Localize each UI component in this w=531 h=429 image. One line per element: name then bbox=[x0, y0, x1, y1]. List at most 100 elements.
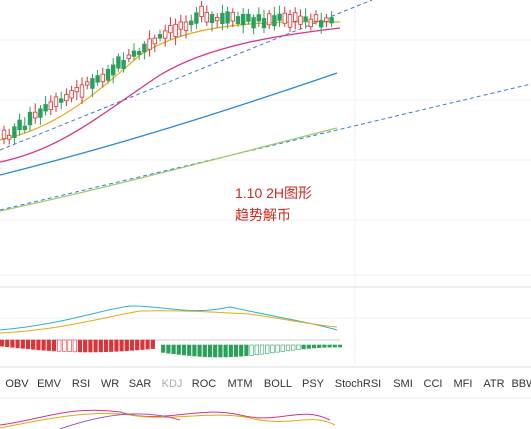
histogram-bar bbox=[62, 339, 67, 352]
indicator-tab[interactable]: BBW bbox=[511, 378, 531, 390]
candle bbox=[90, 78, 95, 89]
candle bbox=[74, 87, 79, 93]
ma-line bbox=[0, 127, 338, 212]
histogram-bar bbox=[103, 339, 109, 353]
candle bbox=[324, 17, 329, 22]
histogram-bar bbox=[265, 344, 270, 354]
indicator-tab[interactable]: SAR bbox=[129, 378, 152, 390]
candle bbox=[126, 54, 131, 59]
histogram-bar bbox=[213, 344, 218, 358]
histogram-bar bbox=[239, 344, 244, 357]
histogram-bar bbox=[197, 344, 202, 357]
histogram-bar bbox=[119, 339, 124, 352]
histogram-bar bbox=[20, 339, 25, 349]
candle bbox=[183, 21, 189, 31]
histogram-bar bbox=[176, 344, 181, 355]
histogram-bar bbox=[259, 344, 265, 355]
candle bbox=[105, 69, 111, 81]
histogram-bar bbox=[124, 339, 129, 352]
histogram-bar bbox=[98, 339, 103, 353]
indicator-tab[interactable]: EMV bbox=[37, 378, 62, 390]
indicator-tab[interactable]: KDJ bbox=[162, 378, 183, 390]
ma-line bbox=[0, 27, 341, 163]
indicator-tab[interactable]: StochRSI bbox=[335, 378, 381, 390]
candle bbox=[251, 17, 256, 29]
histogram-bar bbox=[254, 344, 259, 356]
histogram-bar bbox=[327, 344, 332, 348]
histogram-bar bbox=[337, 344, 343, 348]
histogram-bar bbox=[285, 344, 291, 352]
histogram-bar bbox=[233, 344, 239, 357]
indicator-tab[interactable]: BOLL bbox=[264, 378, 292, 390]
macd-line bbox=[0, 310, 338, 334]
candle bbox=[43, 104, 48, 112]
histogram-bar bbox=[207, 344, 213, 358]
candle bbox=[17, 119, 22, 131]
histogram-bar bbox=[228, 344, 233, 358]
histogram-bar bbox=[145, 339, 150, 350]
histogram-bar bbox=[275, 344, 280, 353]
macd-histogram bbox=[0, 339, 343, 358]
annotation: 1.10 2H图形 bbox=[235, 185, 312, 201]
histogram-bar bbox=[93, 339, 98, 353]
candle bbox=[246, 13, 251, 22]
indicator-tab[interactable]: ATR bbox=[483, 378, 504, 390]
candle bbox=[162, 30, 168, 39]
candle bbox=[318, 20, 324, 28]
candle bbox=[178, 21, 183, 30]
indicator-tab[interactable]: WR bbox=[101, 378, 119, 390]
candle bbox=[329, 17, 334, 24]
histogram-bar bbox=[187, 344, 192, 356]
indicator-tab[interactable]: MFI bbox=[454, 378, 473, 390]
histogram-bar bbox=[171, 344, 176, 355]
candle bbox=[111, 64, 116, 76]
indicator-line bbox=[59, 413, 181, 429]
histogram-bar bbox=[223, 344, 228, 358]
indicator-tab[interactable]: ROC bbox=[192, 378, 217, 390]
candle bbox=[272, 15, 277, 27]
histogram-bar bbox=[280, 344, 285, 352]
indicator-tab[interactable]: SMI bbox=[393, 378, 413, 390]
histogram-bar bbox=[129, 339, 135, 351]
candle bbox=[116, 56, 121, 69]
histogram-bar bbox=[150, 339, 155, 349]
ma-line bbox=[0, 72, 338, 176]
histogram-bar bbox=[36, 339, 41, 351]
candle bbox=[157, 34, 163, 39]
indicator-tab[interactable]: RSI bbox=[72, 378, 90, 390]
candle bbox=[225, 11, 230, 24]
candle bbox=[22, 125, 27, 130]
histogram-bar bbox=[317, 344, 322, 348]
histogram-bar bbox=[161, 344, 166, 353]
histogram-bar bbox=[109, 339, 114, 352]
indicator-tab[interactable]: MTM bbox=[227, 378, 252, 390]
candle bbox=[240, 14, 246, 26]
histogram-bar bbox=[218, 344, 223, 358]
candle bbox=[152, 37, 157, 45]
indicator-tab[interactable]: OBV bbox=[5, 378, 29, 390]
candle bbox=[277, 13, 282, 21]
histogram-bar bbox=[88, 339, 93, 353]
candle bbox=[266, 13, 272, 26]
indicator-tab[interactable]: PSY bbox=[302, 378, 325, 390]
histogram-bar bbox=[244, 344, 249, 357]
trend-line bbox=[0, 0, 373, 151]
indicator-tab[interactable]: CCI bbox=[424, 378, 443, 390]
candle bbox=[168, 25, 173, 34]
histogram-bar bbox=[332, 344, 337, 348]
indicator-line bbox=[0, 413, 336, 429]
candle bbox=[64, 93, 69, 102]
candle bbox=[209, 13, 215, 24]
histogram-bar bbox=[10, 339, 15, 348]
histogram-bar bbox=[5, 339, 10, 348]
candle bbox=[100, 73, 105, 83]
candle bbox=[59, 98, 64, 103]
candle bbox=[33, 111, 38, 119]
histogram-bar bbox=[72, 339, 77, 353]
histogram-bar bbox=[77, 339, 83, 353]
candle bbox=[230, 11, 235, 22]
histogram-bar bbox=[57, 339, 62, 352]
candle bbox=[188, 20, 194, 26]
histogram-bar bbox=[25, 339, 31, 350]
